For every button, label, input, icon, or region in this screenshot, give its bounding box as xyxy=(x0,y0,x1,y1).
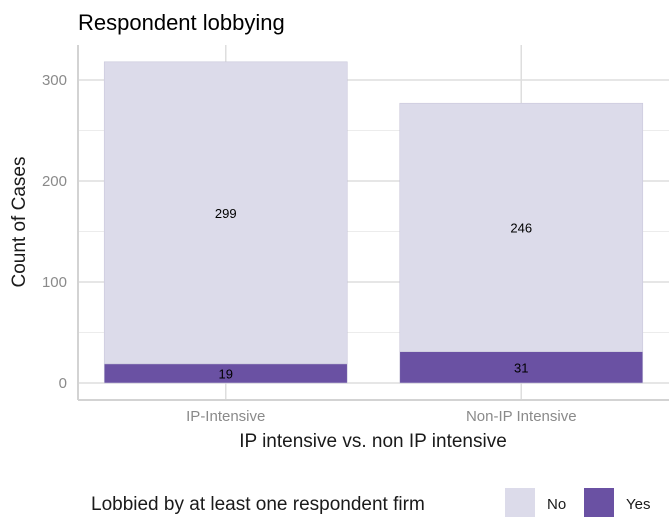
y-tick-label: 200 xyxy=(42,173,67,190)
bars: 19 299 31 246 xyxy=(103,61,644,384)
bar-no xyxy=(103,61,348,365)
bar-value-label: 246 xyxy=(510,220,532,235)
axes xyxy=(77,45,669,401)
tick-labels: 0 100 200 300 IP-Intensive Non-IP Intensive xyxy=(42,72,577,425)
x-tick-label: IP-Intensive xyxy=(186,408,265,425)
bar-no xyxy=(399,102,644,352)
chart-title: Respondent lobbying xyxy=(78,10,285,35)
legend-label-yes: Yes xyxy=(626,496,650,513)
bar-value-label: 31 xyxy=(514,360,528,375)
x-tick-label: Non-IP Intensive xyxy=(466,408,577,425)
y-axis-title: Count of Cases xyxy=(9,157,30,288)
legend-title: Lobbied by at least one respondent firm xyxy=(91,494,425,515)
legend: Lobbied by at least one respondent firm … xyxy=(91,488,650,517)
y-tick-label: 0 xyxy=(59,375,67,392)
x-axis-title: IP intensive vs. non IP intensive xyxy=(239,431,507,452)
y-tick-label: 300 xyxy=(42,72,67,89)
legend-swatch-yes xyxy=(584,488,614,517)
y-tick-label: 100 xyxy=(42,274,67,291)
bar-yes xyxy=(399,351,644,384)
legend-swatch-no xyxy=(505,488,535,517)
bar-value-label: 299 xyxy=(215,206,237,221)
legend-label-no: No xyxy=(547,496,566,513)
bar-value-label: 19 xyxy=(219,366,233,381)
